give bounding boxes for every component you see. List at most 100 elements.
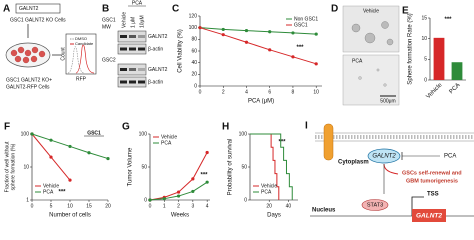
panel-label: A (3, 4, 10, 15)
chart-title: GSC1 (87, 130, 101, 136)
x-tick-label: 5 (50, 203, 53, 209)
point (198, 26, 202, 30)
x-tick-label: PCA (449, 82, 462, 95)
histogram-frame (65, 33, 97, 75)
y-tick-label: 40 (191, 60, 197, 66)
x-tick-label: 2 (177, 203, 180, 209)
lane-label: 1 μM (130, 17, 136, 28)
point (268, 30, 272, 34)
point (191, 189, 195, 194)
legend-label: Vehicle (161, 134, 177, 140)
lane-label: Vehicle (121, 12, 127, 28)
panel-label: I (305, 121, 308, 132)
x-tick-label: 40 (286, 203, 292, 209)
x-tick-label: 10 (313, 89, 319, 95)
cells-label: GSC1 GALNT2 KO Cells (10, 17, 66, 23)
arrow (383, 163, 399, 175)
condition-label: Vehicle (363, 8, 379, 14)
series-line (250, 133, 293, 200)
point (291, 55, 295, 59)
point (176, 194, 181, 198)
y-tick-label: 1 (26, 197, 29, 203)
annotation: *** (58, 190, 66, 196)
membrane (315, 132, 474, 142)
legend-label: DMSO (75, 36, 87, 41)
y-tick-label: 0 (144, 197, 147, 203)
outcome-label: GBM tumorigenesis (406, 178, 458, 184)
y-axis-label: Tumor Volume (128, 147, 134, 186)
series-line (199, 27, 317, 65)
protein-label: β-actin (148, 79, 163, 85)
point (205, 150, 209, 155)
point (221, 33, 225, 37)
factor-label: STAT3 (367, 202, 383, 208)
golgi (323, 123, 334, 161)
x-tick-label: 20 (105, 203, 111, 209)
tss-label: TSS (427, 192, 439, 198)
figure: A GALNT2 GSC1 GALNT2 KO Cells GSC1 GALNT… (3, 0, 474, 222)
panel-label: G (122, 122, 130, 133)
y-tick-label: 100 (139, 131, 148, 137)
y-tick-label: 0 (244, 197, 247, 203)
y-tick-label: 50 (141, 164, 147, 170)
annotation: *** (444, 17, 452, 23)
compartment-label: Cytoplasm (338, 160, 369, 166)
y-tick-label: 5 (424, 57, 427, 63)
x-tick-label: 2 (222, 89, 225, 95)
x-tick-label: 0 (149, 203, 152, 209)
point (148, 198, 152, 202)
blot (117, 30, 147, 88)
panel-label: E (402, 6, 409, 17)
bar (451, 62, 463, 80)
spheres (358, 68, 387, 87)
legend-label: Non GSC1 (294, 16, 318, 22)
point (191, 177, 195, 181)
series-line (250, 133, 280, 200)
point (314, 32, 318, 36)
point (68, 178, 72, 182)
cell-line: GSC1 (102, 17, 116, 23)
rescue-label: GALNT2-RFP Cells (6, 84, 50, 90)
y-tick-label: 15 (421, 15, 427, 21)
protein-label: GALNT2 (372, 154, 396, 160)
x-axis-label: Days (267, 213, 281, 219)
gene-box (15, 3, 61, 14)
y-axis-label: Cell Viability (%) (178, 29, 184, 73)
protein-node (367, 148, 401, 164)
x-tick-label: 0 (199, 89, 202, 95)
panel-label: H (222, 122, 229, 133)
x-tick-label: 4 (245, 89, 248, 95)
point (244, 40, 249, 44)
y-tick-label: 10 (421, 36, 427, 42)
y-tick-label: 10 (23, 164, 29, 170)
rescue-label: GSC1 GALNT2 KO+ (6, 77, 52, 83)
gene-label: GALNT2 (19, 6, 39, 12)
x-tick-label: 6 (268, 89, 271, 95)
x-tick-label: 1 (163, 203, 166, 209)
dmso-curve (67, 46, 85, 74)
condition-label: PCA (352, 58, 363, 64)
y-axis-label: Probability of survival (228, 139, 234, 196)
x-axis-label: Number of cells (49, 213, 91, 219)
x-tick-label: 0 (31, 203, 34, 209)
panel-label: D (331, 4, 338, 15)
point (205, 180, 209, 184)
y-tick-label: 50 (241, 164, 247, 170)
x-tick-label: Vehicle (426, 82, 444, 100)
compartment-label: Nucleus (312, 208, 336, 214)
treatment-label: PCA (132, 0, 143, 6)
point (176, 190, 181, 194)
y-tick-label: 20 (191, 72, 197, 78)
legend-label: Vehicle (261, 183, 277, 189)
y-tick-label: 100 (239, 131, 248, 137)
spheres (351, 21, 394, 46)
annotation: *** (278, 139, 286, 145)
x-tick-label: 4 (206, 203, 209, 209)
gene-label: GALNT2 (416, 213, 442, 220)
x-axis-label: PCA (μM) (248, 99, 274, 105)
protein-label: GALNT2 (148, 67, 168, 73)
axis-label: RFP (76, 76, 87, 82)
annotation: *** (200, 172, 208, 178)
y-tick-label: 0 (424, 77, 427, 83)
bar (433, 37, 445, 80)
